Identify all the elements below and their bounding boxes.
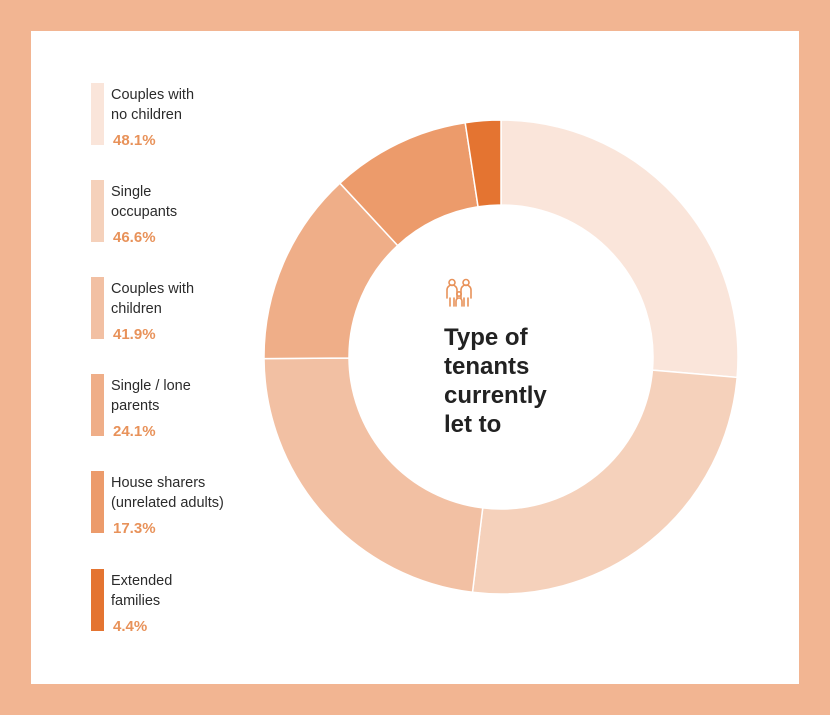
legend-item-single-occupants: Single occupants 46.6%	[91, 180, 291, 246]
legend-label: Couples with no children	[111, 85, 301, 125]
legend-value: 4.4%	[113, 618, 148, 635]
legend-label: Single / lone parents	[111, 376, 301, 416]
legend-label-line: (unrelated adults)	[111, 495, 224, 511]
legend-item-couples-with-children: Couples with children 41.9%	[91, 277, 291, 343]
chart-card: Couples with no children 48.1% Single oc…	[31, 31, 799, 684]
legend-label-line: Single	[111, 184, 152, 200]
legend-label: House sharers (unrelated adults)	[111, 473, 301, 513]
donut-slice-1	[500, 119, 739, 379]
legend-item-couples-no-children: Couples with no children 48.1%	[91, 83, 291, 149]
donut-slice-2	[471, 369, 738, 595]
legend-item-house-sharers: House sharers (unrelated adults) 17.3%	[91, 471, 291, 537]
legend-swatch	[91, 180, 104, 242]
legend-label-line: no children	[111, 107, 182, 123]
legend-swatch	[91, 471, 104, 533]
chart-title-line: tenants	[444, 353, 530, 380]
chart-title-line: let to	[444, 411, 502, 438]
legend-label-line: Extended	[111, 573, 173, 589]
legend-swatch	[91, 374, 104, 436]
legend-label: Extended families	[111, 571, 301, 611]
legend-label-line: House sharers	[111, 475, 206, 491]
legend-item-single-lone-parents: Single / lone parents 24.1%	[91, 374, 291, 440]
donut-chart	[263, 119, 739, 595]
legend-label: Single occupants	[111, 182, 301, 222]
chart-title: Type of tenants currently let to	[444, 323, 604, 439]
legend-value: 41.9%	[113, 326, 156, 343]
legend-label-line: Couples with	[111, 87, 195, 103]
legend-swatch	[91, 277, 104, 339]
legend-value: 48.1%	[113, 132, 156, 149]
legend-value: 24.1%	[113, 423, 156, 440]
legend-swatch	[91, 569, 104, 631]
legend-label-line: occupants	[111, 204, 178, 220]
legend-label: Couples with children	[111, 279, 301, 319]
legend-label-line: families	[111, 593, 161, 609]
legend-value: 46.6%	[113, 229, 156, 246]
donut-slice-3	[263, 357, 484, 594]
legend-item-extended-families: Extended families 4.4%	[91, 569, 291, 635]
legend-label-line: children	[111, 301, 162, 317]
legend-label-line: parents	[111, 398, 160, 414]
family-icon	[446, 278, 472, 307]
chart-title-line: currently	[444, 382, 547, 409]
legend-label-line: Couples with	[111, 281, 195, 297]
legend-label-line: Single / lone	[111, 378, 191, 394]
legend-swatch	[91, 83, 104, 145]
legend-value: 17.3%	[113, 520, 156, 537]
chart-title-line: Type of	[444, 324, 528, 351]
donut-slice-6	[464, 119, 502, 208]
